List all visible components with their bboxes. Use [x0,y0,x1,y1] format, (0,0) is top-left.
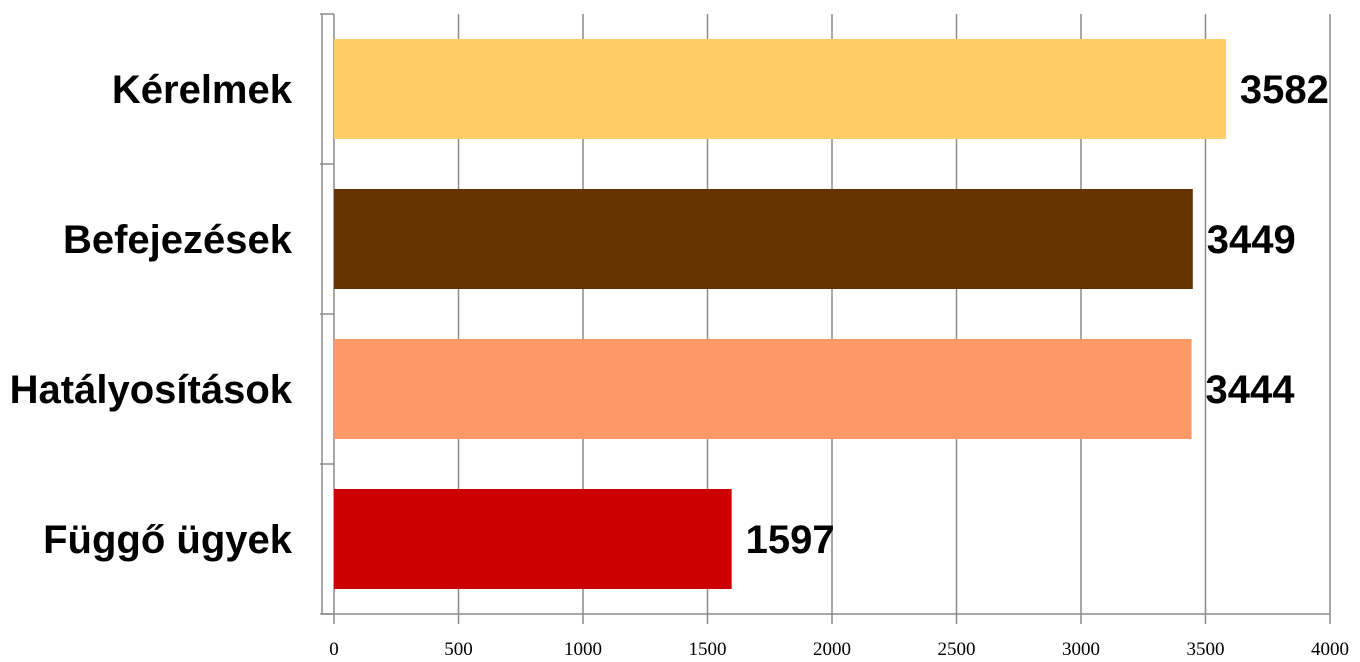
bar [334,489,732,589]
value-label: 3449 [1207,218,1296,262]
x-tick-label: 4000 [1311,639,1349,660]
x-tick-label: 3500 [1187,639,1225,660]
bar [334,189,1193,289]
x-tick-label: 2000 [813,639,851,660]
value-label: 1597 [746,518,835,562]
value-label: 3582 [1240,68,1329,112]
bar [334,339,1192,439]
category-label: Befejezések [63,218,293,262]
category-label: Hatályosítások [10,368,293,412]
x-tick-label: 2500 [938,639,976,660]
bar [334,39,1226,139]
category-label: Függő ügyek [43,518,293,562]
x-tick-label: 1000 [564,639,602,660]
labels: 0 500 1000 1500 2000 2500 3000 3500 4000 Kérelmek… [10,68,1349,660]
category-label: Kérelmek [112,68,293,112]
value-label: 3444 [1206,368,1296,412]
x-tick-label: 0 [329,639,339,660]
x-tick-label: 3000 [1062,639,1100,660]
x-tick-label: 500 [444,639,473,660]
x-tick-label: 1500 [689,639,727,660]
axes [320,13,1330,615]
bars [334,39,1226,589]
